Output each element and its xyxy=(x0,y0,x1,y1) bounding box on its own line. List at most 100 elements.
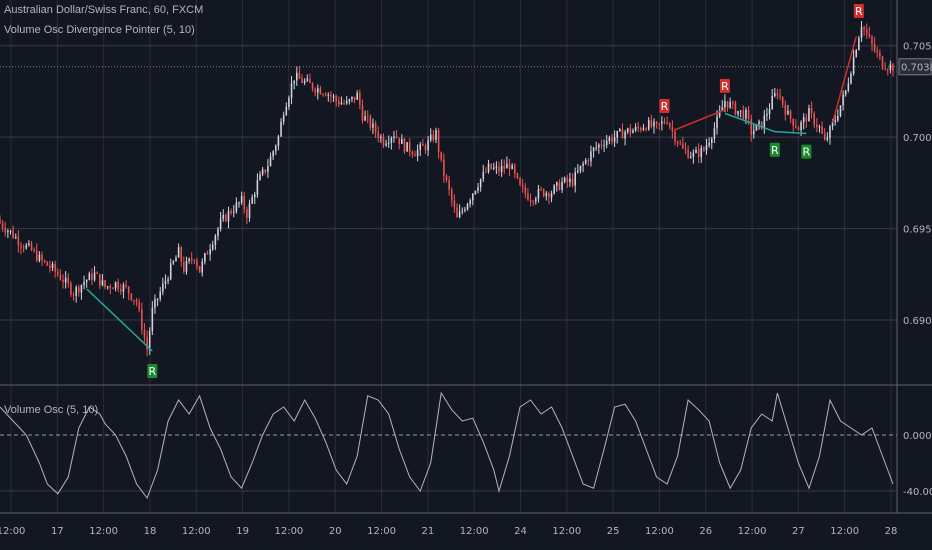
candle-up xyxy=(577,170,579,173)
candle-down xyxy=(298,72,301,79)
candle-down xyxy=(687,149,689,158)
candle-up xyxy=(716,116,718,129)
candle-down xyxy=(301,78,303,84)
bearish-divergence-line xyxy=(831,36,857,123)
time-axis-label: 12:00 xyxy=(645,526,674,537)
candle-down xyxy=(640,127,642,130)
candle-up xyxy=(768,109,771,115)
candle-down xyxy=(498,166,500,172)
candle-down xyxy=(133,299,135,301)
candle-up xyxy=(616,131,619,138)
candle-down xyxy=(637,126,640,128)
candle-up xyxy=(167,279,169,281)
candle-up xyxy=(387,142,390,144)
candle-up xyxy=(101,280,104,286)
bullish-divergence-label: R xyxy=(771,144,779,157)
candle-down xyxy=(382,136,385,146)
candle-down xyxy=(760,121,763,129)
candle-down xyxy=(810,108,813,114)
candle-down xyxy=(109,286,112,289)
candle-down xyxy=(366,116,369,118)
bearish-divergence-marker[interactable] xyxy=(719,78,730,93)
time-axis-label: 25 xyxy=(607,526,620,537)
candle-down xyxy=(33,249,35,251)
candle-down xyxy=(503,165,506,169)
candle-up xyxy=(419,144,422,150)
bullish-divergence-marker[interactable] xyxy=(801,144,812,159)
candle-down xyxy=(41,254,43,261)
bullish-divergence-marker[interactable] xyxy=(147,364,158,379)
candle-down xyxy=(881,56,884,69)
candle-up xyxy=(390,138,393,143)
candle-up xyxy=(164,280,167,284)
bearish-divergence-marker[interactable] xyxy=(853,3,864,18)
candle-up xyxy=(584,160,587,164)
candle-up xyxy=(729,102,731,108)
candle-down xyxy=(892,64,894,71)
candle-up xyxy=(114,282,117,289)
candle-down xyxy=(871,36,873,45)
candle-up xyxy=(151,307,154,331)
last-price-box[interactable] xyxy=(898,58,932,76)
candle-down xyxy=(485,171,487,173)
candle-up xyxy=(844,90,847,95)
candle-down xyxy=(359,92,361,106)
bullish-divergence-marker[interactable] xyxy=(769,142,780,157)
candle-up xyxy=(293,80,295,84)
candle-down xyxy=(117,282,119,290)
candle-down xyxy=(72,294,75,296)
candle-up xyxy=(889,64,892,70)
candle-up xyxy=(464,209,466,211)
candle-up xyxy=(477,187,479,191)
candle-up xyxy=(721,107,724,111)
candle-up xyxy=(842,94,844,106)
candle-down xyxy=(408,142,411,153)
time-axis-label: 12:00 xyxy=(89,526,118,537)
candle-down xyxy=(112,288,114,290)
price-axis-label: 0.69000 xyxy=(903,316,932,327)
candle-up xyxy=(850,73,852,84)
candle-up xyxy=(80,284,83,293)
candle-up xyxy=(579,165,582,171)
candle-up xyxy=(545,193,548,197)
volume-osc-title: Volume Osc (5, 10) xyxy=(4,404,99,416)
candle-down xyxy=(453,200,456,208)
time-axis-label: 12:00 xyxy=(274,526,303,537)
candle-up xyxy=(340,102,343,105)
candle-down xyxy=(319,88,322,95)
candle-up xyxy=(563,177,566,182)
bearish-divergence-marker[interactable] xyxy=(659,99,670,114)
candle-up xyxy=(427,140,429,151)
candle-up xyxy=(466,203,469,210)
candle-down xyxy=(703,147,705,151)
candle-down xyxy=(805,117,808,122)
candle-up xyxy=(556,182,558,186)
candle-up xyxy=(303,80,306,84)
candle-down xyxy=(792,118,794,126)
candle-up xyxy=(372,123,374,128)
candle-up xyxy=(393,136,395,139)
candle-down xyxy=(558,182,561,190)
candle-up xyxy=(802,117,805,123)
candle-up xyxy=(700,147,703,158)
candle-down xyxy=(180,247,183,262)
candle-down xyxy=(611,137,613,142)
candle-down xyxy=(886,69,889,71)
candle-down xyxy=(645,128,647,130)
candle-down xyxy=(816,124,818,127)
candle-down xyxy=(343,102,345,104)
candle-down xyxy=(264,169,267,172)
candle-up xyxy=(855,50,858,57)
candle-down xyxy=(49,265,51,268)
osc-axis-label: -40.0000 xyxy=(903,487,932,498)
candle-down xyxy=(508,163,511,170)
candle-down xyxy=(395,136,398,138)
candle-up xyxy=(14,237,17,239)
time-axis-label: 24 xyxy=(514,526,527,537)
candle-down xyxy=(62,279,64,283)
candle-up xyxy=(787,110,789,115)
candle-down xyxy=(532,201,534,203)
candle-up xyxy=(858,38,860,51)
candle-up xyxy=(240,196,243,203)
